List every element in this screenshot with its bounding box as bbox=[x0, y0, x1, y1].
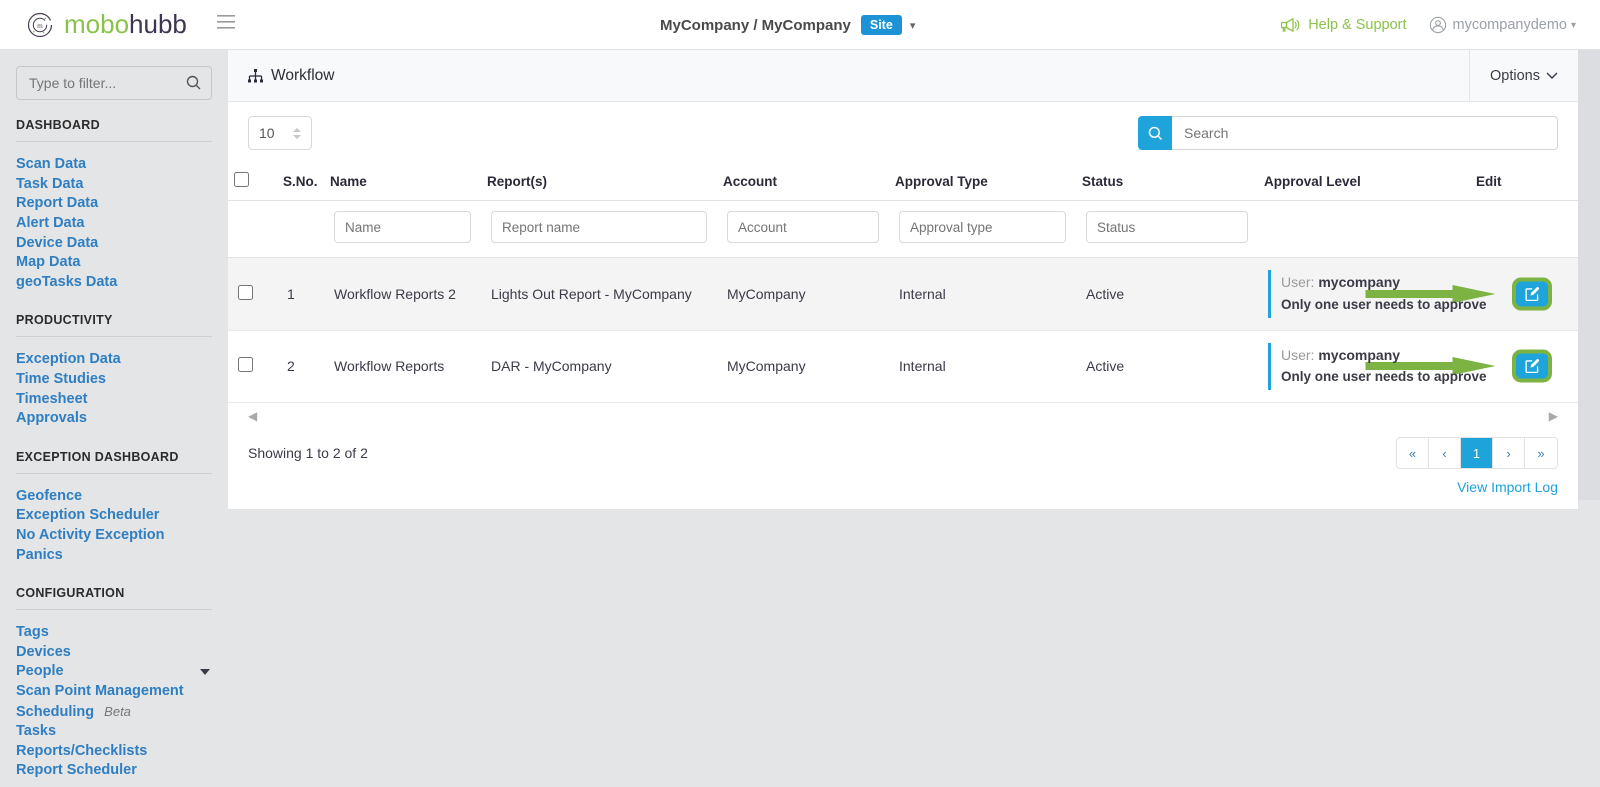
svg-text:m: m bbox=[37, 23, 42, 30]
